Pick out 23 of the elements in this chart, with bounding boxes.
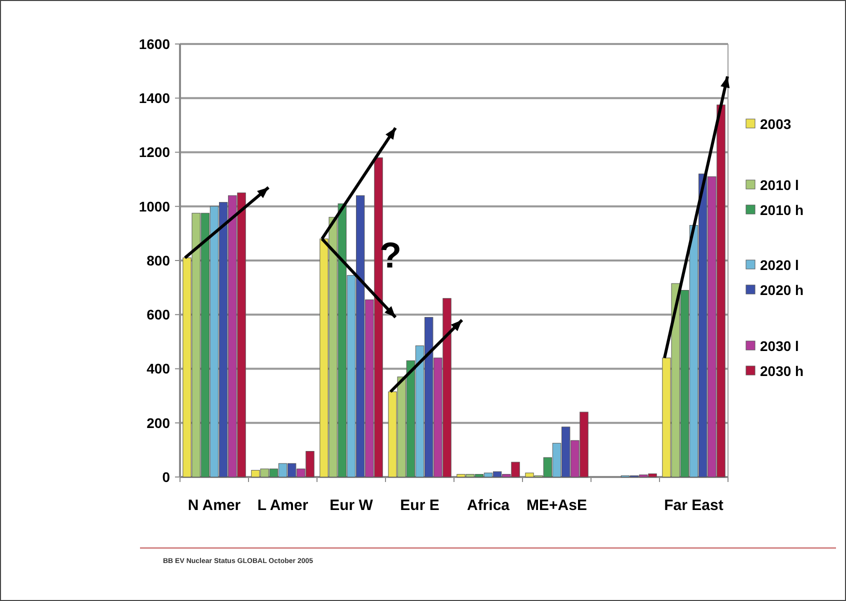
y-tick-label: 200 — [146, 414, 170, 431]
x-tick-label: Far East — [664, 497, 724, 514]
y-tick-label: 600 — [146, 306, 170, 323]
y-tick-label: 1200 — [138, 144, 170, 160]
y-tick-label: 0 — [162, 468, 170, 485]
y-tick-label: 1600 — [138, 36, 170, 52]
legend-label: 2010 h — [760, 202, 804, 218]
y-tick-label: 1000 — [138, 198, 170, 214]
x-tick-label: Africa — [466, 497, 510, 514]
y-tick-label: 400 — [146, 360, 170, 377]
x-tick-label: Eur E — [400, 497, 440, 514]
legend-label: 2020 l — [760, 256, 799, 273]
legend-label: 2020 h — [760, 282, 804, 298]
legend-label: 2030 h — [760, 362, 804, 379]
x-tick-label: ME+AsE — [526, 497, 587, 514]
y-tick-label: 1400 — [138, 90, 170, 106]
x-tick-label: L Amer — [257, 497, 308, 514]
legend-label: 2010 l — [760, 176, 799, 193]
y-tick-label: 800 — [146, 252, 170, 268]
legend-label: 2030 l — [760, 338, 799, 354]
legend-label: 2003 — [760, 116, 792, 132]
x-tick-label: N Amer — [188, 497, 241, 514]
x-tick-label: Eur W — [330, 497, 374, 514]
